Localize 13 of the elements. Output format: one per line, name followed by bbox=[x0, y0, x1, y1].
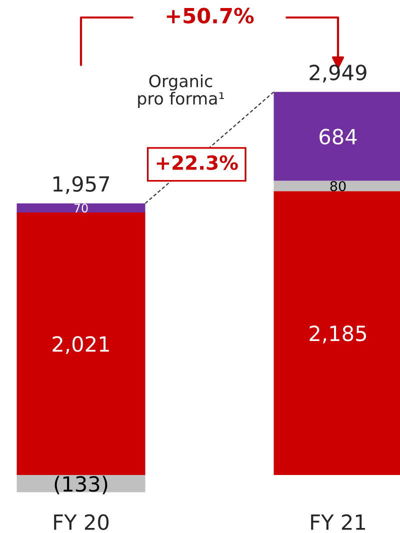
annotation: Organic pro forma¹ bbox=[138, 74, 224, 108]
data-label: 2,021 bbox=[52, 336, 109, 354]
data-label: (133) bbox=[54, 476, 108, 494]
data-label: 684 bbox=[320, 128, 357, 145]
total-label: 1,957 bbox=[53, 176, 110, 194]
data-label: 80 bbox=[330, 181, 346, 192]
annotation: +22.3% bbox=[156, 155, 238, 170]
data-label: 70 bbox=[74, 204, 88, 213]
text: +50.7% bbox=[166, 8, 254, 24]
total-label: 2,949 bbox=[310, 64, 366, 83]
x-tick-label: FY 20 bbox=[54, 514, 109, 530]
x-tick-label: FY 21 bbox=[311, 514, 365, 530]
data-label: 2,185 bbox=[310, 326, 366, 344]
